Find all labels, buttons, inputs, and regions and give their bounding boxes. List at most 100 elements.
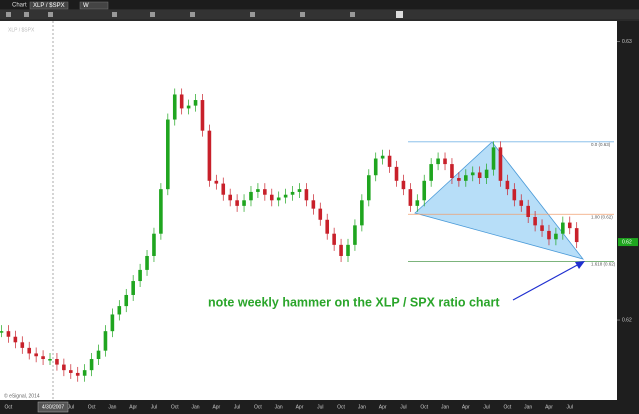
tool-icon[interactable] bbox=[350, 12, 355, 17]
candle bbox=[69, 370, 73, 373]
candle bbox=[166, 119, 170, 190]
fib-label: 1.00 (0.62) bbox=[591, 214, 613, 219]
candle bbox=[172, 94, 177, 120]
candle bbox=[470, 172, 475, 176]
price-axis bbox=[617, 21, 639, 400]
x-tick-label: Jan bbox=[108, 404, 116, 410]
candle bbox=[450, 164, 454, 179]
candle bbox=[249, 191, 253, 201]
candle bbox=[186, 105, 191, 109]
tool-icon[interactable] bbox=[150, 12, 155, 17]
x-tick-label: Jul bbox=[151, 404, 157, 410]
candle bbox=[373, 158, 378, 176]
tool-icon[interactable] bbox=[112, 12, 117, 17]
candle bbox=[0, 331, 4, 333]
crosshair-date: 4/30/2007 bbox=[42, 404, 64, 410]
fib-label: 0.0 (0.63) bbox=[591, 142, 611, 147]
candle bbox=[401, 180, 406, 190]
candle bbox=[554, 233, 558, 240]
candle bbox=[477, 172, 482, 179]
tool-icon[interactable] bbox=[396, 11, 403, 18]
candle bbox=[96, 350, 101, 360]
last-price-tag bbox=[618, 238, 638, 247]
candle bbox=[34, 353, 38, 357]
interval[interactable]: W bbox=[83, 3, 89, 9]
candle bbox=[13, 336, 18, 343]
candle bbox=[311, 200, 316, 209]
x-tick-label: Jul bbox=[234, 404, 240, 410]
candle bbox=[41, 356, 45, 360]
interval-box[interactable] bbox=[79, 1, 109, 10]
x-tick-label: Jul bbox=[400, 404, 406, 410]
time-axis bbox=[0, 400, 639, 414]
symbol-box[interactable] bbox=[29, 1, 69, 10]
candle bbox=[82, 370, 87, 376]
candle bbox=[283, 194, 288, 198]
candle bbox=[339, 244, 343, 256]
candle bbox=[131, 281, 135, 295]
candle bbox=[380, 155, 385, 159]
candle bbox=[436, 158, 440, 165]
candle bbox=[193, 100, 198, 106]
candle bbox=[360, 200, 364, 226]
x-tick-label: Jan bbox=[192, 404, 200, 410]
y-tick-label: 0.62 bbox=[622, 317, 632, 323]
candle bbox=[464, 175, 468, 181]
annotation: note weekly hammer on the XLP / SPX rati… bbox=[208, 295, 500, 309]
candle bbox=[269, 194, 274, 201]
x-tick-label: Apr bbox=[545, 404, 553, 410]
tool-icon[interactable] bbox=[190, 12, 195, 17]
candle bbox=[484, 169, 489, 179]
candle bbox=[491, 147, 496, 170]
candle bbox=[457, 178, 461, 181]
x-tick-label: Oct bbox=[88, 404, 96, 410]
tool-icon[interactable] bbox=[300, 12, 305, 17]
x-tick-label: Apr bbox=[296, 404, 304, 410]
candle bbox=[117, 306, 122, 315]
x-tick-label: Jan bbox=[275, 404, 283, 410]
candle bbox=[200, 100, 205, 131]
candle bbox=[263, 189, 267, 195]
x-tick-label: Jul bbox=[68, 404, 74, 410]
candle bbox=[366, 175, 371, 201]
candle bbox=[526, 205, 530, 217]
candle bbox=[547, 230, 551, 240]
tool-icon[interactable] bbox=[48, 12, 53, 17]
candle bbox=[110, 314, 115, 332]
candle bbox=[228, 194, 232, 201]
candle bbox=[75, 372, 80, 376]
x-tick-label: Oct bbox=[254, 404, 262, 410]
candle bbox=[567, 222, 572, 229]
x-tick-label: Oct bbox=[503, 404, 511, 410]
last-price-label: 0.62 bbox=[622, 239, 632, 245]
candle bbox=[540, 225, 544, 231]
candle bbox=[533, 217, 537, 226]
candle bbox=[519, 200, 524, 206]
x-tick-label: Oct bbox=[420, 404, 428, 410]
candle bbox=[297, 189, 302, 192]
toolbar bbox=[0, 10, 639, 19]
candle bbox=[62, 364, 66, 371]
candle bbox=[394, 166, 399, 181]
x-tick-label: Oct bbox=[337, 404, 345, 410]
candle bbox=[332, 233, 336, 245]
candle bbox=[346, 244, 350, 256]
candle bbox=[443, 158, 447, 165]
arrow-head bbox=[575, 261, 585, 269]
candle bbox=[574, 228, 579, 243]
x-tick-label: Apr bbox=[129, 404, 137, 410]
candle bbox=[512, 189, 517, 201]
tool-icon[interactable] bbox=[24, 12, 29, 17]
candle bbox=[422, 180, 427, 201]
x-tick-label: Jan bbox=[358, 404, 366, 410]
candle bbox=[415, 200, 420, 206]
tool-icon[interactable] bbox=[250, 12, 255, 17]
candle bbox=[387, 155, 392, 167]
tool-icon[interactable] bbox=[6, 12, 11, 17]
x-tick-label: Apr bbox=[212, 404, 220, 410]
candle bbox=[103, 331, 108, 351]
candle bbox=[20, 342, 25, 348]
candle bbox=[6, 331, 11, 337]
symbol[interactable]: XLP / $SPX bbox=[33, 3, 65, 9]
